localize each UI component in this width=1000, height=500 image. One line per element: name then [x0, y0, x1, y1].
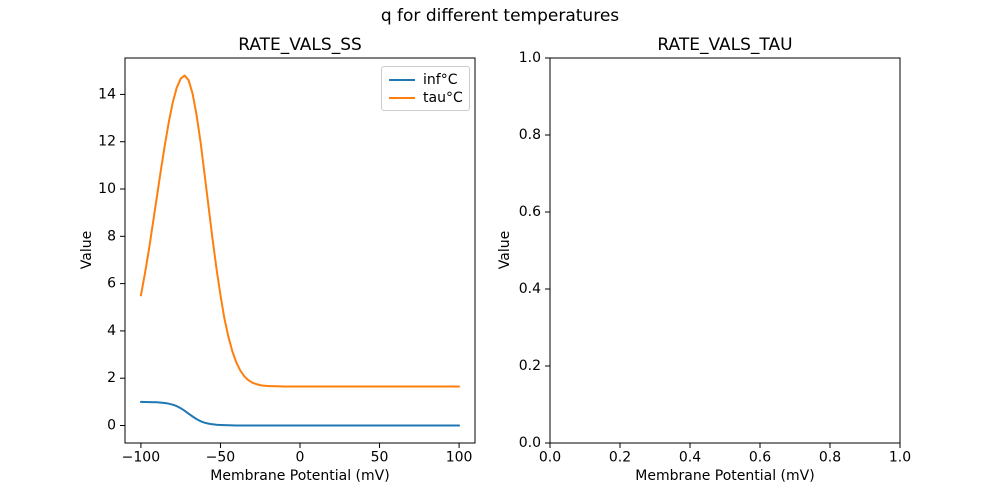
y-tick-label: 1.0 [519, 50, 541, 66]
legend-line-sample-inf [389, 79, 415, 81]
series-line-inf [139, 400, 461, 427]
legend-label-inf: inf°C [423, 72, 458, 88]
y-tick-label: 4 [107, 323, 116, 339]
y-tick-label: 14 [98, 86, 116, 102]
x-tick-label: −100 [122, 450, 160, 466]
y-tick-label: 8 [107, 228, 116, 244]
legend-line-sample-tau [389, 97, 415, 99]
y-tick-label: 10 [98, 181, 116, 197]
x-tick-label: −50 [206, 450, 236, 466]
x-tick-label: 50 [371, 450, 389, 466]
y-tick-label: 12 [98, 134, 116, 150]
axes-frame [549, 57, 901, 444]
legend-item-tau: tau°C [389, 89, 463, 107]
right-plot-title: RATE_VALS_TAU [657, 35, 793, 55]
legend: inf°C tau°C [381, 66, 470, 111]
left-plot-ylabel: Value [79, 230, 95, 270]
x-tick-label: 0.8 [819, 450, 841, 466]
x-tick-label: 0.4 [679, 450, 701, 466]
figure-suptitle: q for different temperatures [380, 6, 620, 26]
y-tick-label: 2 [107, 370, 116, 386]
right-plot-ylabel: Value [497, 230, 513, 270]
y-tick-label: 0.8 [519, 127, 541, 143]
x-tick-label: 0.2 [609, 450, 631, 466]
y-tick-label: 0.0 [519, 435, 541, 451]
legend-item-inf: inf°C [389, 71, 462, 89]
y-tick-label: 0.6 [519, 204, 541, 220]
x-tick-label: 0.0 [539, 450, 561, 466]
left-plot-title: RATE_VALS_SS [238, 35, 362, 55]
y-tick-label: 0.4 [519, 281, 541, 297]
left-plot-xlabel: Membrane Potential (mV) [210, 468, 390, 484]
x-tick-label: 1.0 [889, 450, 911, 466]
series-line-tau [139, 74, 461, 388]
axes-frame [124, 57, 476, 444]
x-tick-label: 100 [446, 450, 473, 466]
x-tick-label: 0 [296, 450, 305, 466]
y-tick-label: 6 [107, 276, 116, 292]
y-tick-label: 0.2 [519, 358, 541, 374]
right-plot-xlabel: Membrane Potential (mV) [635, 468, 815, 484]
y-tick-label: 0 [107, 418, 116, 434]
x-tick-label: 0.6 [749, 450, 771, 466]
legend-label-tau: tau°C [423, 90, 463, 106]
